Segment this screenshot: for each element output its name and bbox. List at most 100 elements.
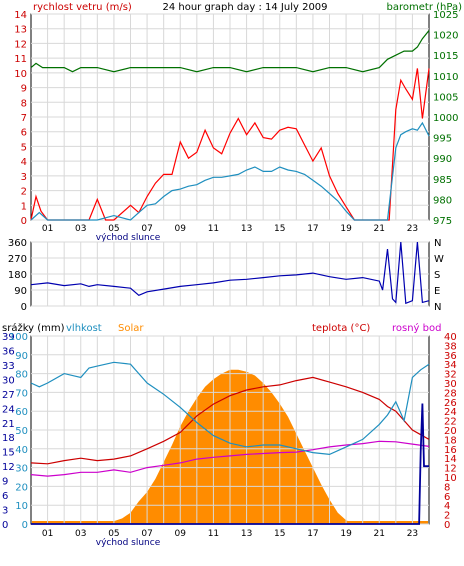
pressure-tick-label: 1010 <box>433 72 458 83</box>
wind-direction-line <box>30 241 430 305</box>
rain-tick-label: 15 <box>2 448 15 459</box>
direction-compass-tick-label: S <box>434 270 440 281</box>
wind-speed-tick-label: 0 <box>21 216 27 227</box>
temperature-tick-label: 40 <box>444 332 457 343</box>
humidity-tick-label: 40 <box>15 445 28 456</box>
wind-x-tick-label: 15 <box>274 224 285 234</box>
temperature-tick-label: 32 <box>444 370 457 381</box>
temperature-tick-label: 10 <box>444 473 457 484</box>
humidity-tick-label: 20 <box>15 482 28 493</box>
wind-x-tick-label: 13 <box>241 224 252 234</box>
dewpoint-legend: rosný bod <box>392 322 441 334</box>
rain-tick-label: 24 <box>2 404 15 415</box>
temperature-tick-label: 26 <box>444 398 457 409</box>
humidity-line <box>30 361 430 456</box>
pressure-tick-label: 1025 <box>433 10 458 21</box>
wind-speed-tick-label: 7 <box>21 113 27 124</box>
wind-x-tick-label: 07 <box>141 224 152 234</box>
wind-speed-tick-label: 10 <box>14 69 27 80</box>
humidity-tick-label: 50 <box>15 426 28 437</box>
wind-speed-tick-label: 13 <box>14 25 27 36</box>
wind-speed-axis-label: rychlost vetru (m/s) <box>33 2 132 13</box>
wind-speed-tick-label: 12 <box>14 39 27 50</box>
pressure-tick-label: 990 <box>433 154 452 165</box>
rain-tick-label: 27 <box>2 390 15 401</box>
wind-speed-tick-label: 9 <box>21 84 27 95</box>
temperature-tick-label: 24 <box>444 407 457 418</box>
temperature-x-tick-label: 09 <box>175 529 187 539</box>
wind-speed-tick-label: 3 <box>21 172 27 183</box>
pressure-tick-label: 1005 <box>433 92 458 103</box>
rain-tick-label: 0 <box>2 520 8 531</box>
temperature-x-tick-label: 07 <box>141 529 152 539</box>
wind-pressure-panel: rychlost vetru (m/s) 24 hour graph day :… <box>14 2 462 243</box>
humidity-tick-label: 90 <box>15 351 28 362</box>
temperature-x-tick-label: 11 <box>208 529 219 539</box>
wind-speed-tick-label: 14 <box>14 10 27 21</box>
wind-x-tick-label: 09 <box>175 224 187 234</box>
temperature-tick-label: 36 <box>444 351 457 362</box>
humidity-tick-label: 0 <box>22 520 28 531</box>
temperature-tick-label: 14 <box>444 454 457 465</box>
rain-tick-label: 6 <box>2 491 8 502</box>
temperature-x-tick-label: 23 <box>407 529 418 539</box>
rain-tick-label: 30 <box>2 375 15 386</box>
wind-speed-tick-label: 1 <box>21 201 27 212</box>
wind-x-tick-label: 03 <box>75 224 86 234</box>
sunrise-label: východ slunce <box>96 233 161 243</box>
pressure-tick-label: 1020 <box>433 31 458 42</box>
direction-compass-tick-label: N <box>434 302 441 313</box>
direction-degree-tick-label: 180 <box>8 270 27 281</box>
pressure-line <box>30 30 430 73</box>
temperature-tick-label: 22 <box>444 417 457 428</box>
rain-tick-label: 39 <box>2 332 15 343</box>
direction-degree-tick-label: 360 <box>8 238 27 249</box>
temperature-tick-label: 6 <box>444 492 450 503</box>
wind-speed-tick-label: 6 <box>21 128 27 139</box>
wind-x-tick-label: 23 <box>407 224 418 234</box>
rain-tick-label: 36 <box>2 346 15 357</box>
temperature-humidity-panel: srážky (mm) vlhkost Solar teplota (°C) r… <box>2 322 457 548</box>
pressure-tick-label: 985 <box>433 175 452 186</box>
temperature-x-tick-label: 13 <box>241 529 252 539</box>
temperature-tick-label: 16 <box>444 445 457 456</box>
temperature-tick-label: 8 <box>444 482 450 493</box>
pressure-axis-label: barometr (hPa) <box>387 2 463 13</box>
rain-axis-label: srážky (mm) <box>2 322 65 334</box>
temperature-x-tick-label: 21 <box>374 529 385 539</box>
temperature-x-tick-label: 19 <box>340 529 352 539</box>
wind-speed-tick-label: 8 <box>21 98 27 109</box>
solar-legend: Solar <box>118 323 144 334</box>
temperature-tick-label: 20 <box>444 426 457 437</box>
temperature-x-tick-label: 17 <box>307 529 318 539</box>
direction-compass-tick-label: W <box>434 254 444 265</box>
rain-tick-label: 18 <box>2 433 15 444</box>
humidity-tick-label: 60 <box>15 407 28 418</box>
wind-speed-tick-label: 4 <box>21 157 27 168</box>
pressure-tick-label: 995 <box>433 134 452 145</box>
temperature-tick-label: 30 <box>444 379 457 390</box>
humidity-tick-label: 30 <box>15 464 28 475</box>
temperature-tick-label: 34 <box>444 360 457 371</box>
temperature-tick-label: 2 <box>444 511 450 522</box>
temperature-tick-label: 18 <box>444 435 457 446</box>
humidity-tick-label: 100 <box>9 332 28 343</box>
wind-speed-tick-label: 2 <box>21 187 27 198</box>
rain-tick-label: 21 <box>2 419 15 430</box>
wind-x-tick-label: 11 <box>208 224 219 234</box>
temperature-tick-label: 12 <box>444 464 457 475</box>
temperature-tick-label: 0 <box>444 520 450 531</box>
humidity-tick-label: 80 <box>15 370 28 381</box>
rain-tick-label: 3 <box>2 506 8 517</box>
temperature-x-tick-label: 01 <box>42 529 53 539</box>
chart-title: 24 hour graph day : 14 July 2009 <box>162 2 327 13</box>
wind-x-tick-label: 19 <box>340 224 352 234</box>
rain-tick-label: 33 <box>2 361 15 372</box>
direction-compass-tick-label: N <box>434 238 441 249</box>
direction-compass-tick-label: E <box>434 286 440 297</box>
wind-speed-line <box>30 121 430 221</box>
dewpoint-line <box>30 440 430 477</box>
direction-degree-tick-label: 270 <box>8 254 27 265</box>
wind-x-tick-label: 21 <box>374 224 385 234</box>
